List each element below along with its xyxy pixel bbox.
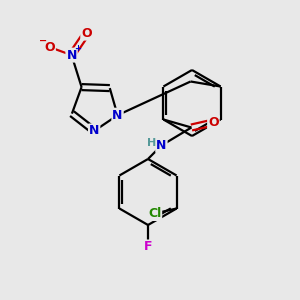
Text: N: N — [89, 124, 99, 137]
Text: O: O — [208, 116, 219, 129]
Text: O: O — [81, 27, 92, 40]
Text: +: + — [74, 44, 81, 52]
Text: N: N — [112, 109, 123, 122]
Text: −: − — [38, 36, 46, 46]
Text: N: N — [66, 49, 77, 62]
Text: H: H — [147, 139, 156, 148]
Text: O: O — [44, 40, 55, 54]
Text: N: N — [156, 139, 167, 152]
Text: Cl: Cl — [148, 207, 161, 220]
Text: F: F — [144, 241, 152, 254]
